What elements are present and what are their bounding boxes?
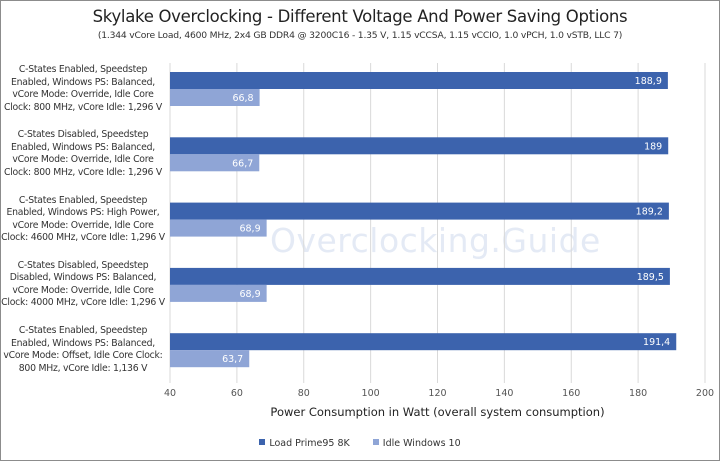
data-label: 191,4 (643, 337, 670, 348)
bar-idle (170, 154, 260, 172)
category-label: C-States Enabled, Speedstep Enabled, Wind… (0, 64, 166, 114)
category-label-line: Enabled, Windows PS: Balanced, (11, 76, 155, 88)
legend-swatch-load (259, 439, 266, 445)
category-label-line: Enabled, Windows PS: High Power, (6, 207, 160, 219)
category-label-line: vCore Mode: Override, Idle Core (12, 154, 154, 166)
x-tick-label: 200 (695, 388, 715, 399)
bar-load (170, 333, 677, 351)
category-label: C-States Disabled, Speedstep Disabled, Wi… (0, 260, 166, 310)
data-label: 68,9 (239, 224, 260, 235)
category-label-line: 800 MHz, vCore Idle: 1,136 V (18, 362, 148, 374)
x-axis-label: Power Consumption in Watt (overall syste… (270, 405, 605, 419)
data-label: 66,8 (232, 93, 253, 104)
category-label-line: vCore Mode: Override, Idle Core (12, 284, 154, 296)
x-tick-label: 160 (562, 388, 581, 399)
category-label-line: Clock: 800 MHz, vCore Idle: 1,296 V (3, 101, 163, 113)
category-label-line: C-States Enabled, Speedstep (18, 325, 148, 337)
chart-subtitle: (1.344 vCore Load, 4600 MHz, 2x4 GB DDR4… (97, 30, 623, 41)
legend-label-load: Load Prime95 8K (269, 438, 350, 449)
category-label-line: Clock: 800 MHz, vCore Idle: 1,296 V (3, 166, 163, 178)
legend-swatch-idle (372, 439, 379, 445)
category-label-line: C-States Enabled, Speedstep (18, 64, 148, 75)
legend: Load Prime95 8K Idle Windows 10 (0, 438, 720, 449)
data-label: 63,7 (222, 354, 243, 365)
x-tick-label: 40 (163, 388, 177, 399)
x-tick-label: 100 (361, 388, 380, 399)
bar-load (170, 137, 669, 155)
data-label: 66,7 (232, 158, 253, 169)
data-label: 189,2 (636, 207, 663, 218)
data-label: 68,9 (239, 289, 260, 300)
bar-idle (170, 219, 267, 237)
category-label-line: vCore Mode: Offset, Idle Core Clock: (3, 350, 163, 362)
category-label-line: Disabled, Windows PS: Balanced, (9, 272, 157, 284)
category-label-line: C-States Disabled, Speedstep (17, 259, 149, 271)
watermark: Overclocking.Guide (270, 221, 601, 260)
category-label: C-States Enabled, Speedstep Enabled, Wind… (0, 325, 166, 375)
bar-load (170, 202, 669, 220)
legend-item-load: Load Prime95 8K (259, 438, 350, 449)
x-tick-label: 120 (428, 388, 447, 399)
category-label-line: Enabled, Windows PS: Balanced, (11, 141, 155, 153)
category-label-line: vCore Mode: Override, Idle Core (12, 89, 154, 100)
bar-load (170, 267, 670, 285)
x-tick-label: 80 (297, 388, 310, 399)
legend-item-idle: Idle Windows 10 (372, 438, 461, 449)
category-label-line: C-States Enabled, Speedstep (18, 194, 148, 206)
data-label: 188,9 (635, 76, 662, 87)
x-tick-label: 60 (230, 388, 243, 399)
x-tick-label: 140 (495, 388, 514, 399)
data-label: 189 (644, 141, 662, 152)
bar-idle (170, 350, 250, 368)
bar-idle (170, 284, 267, 302)
data-label: 189,5 (637, 272, 664, 283)
legend-label-idle: Idle Windows 10 (382, 438, 461, 449)
bar-idle (170, 89, 260, 106)
category-label-line: vCore Mode: Override, Idle Core (12, 219, 154, 231)
category-label-line: Clock: 4600 MHz, vCore Idle: 1,296 V (1, 232, 165, 244)
category-label-line: Clock: 4000 MHz, vCore Idle: 1,296 V (1, 297, 165, 309)
category-label: C-States Enabled, Speedstep Enabled, Wind… (0, 195, 166, 245)
chart-title: Skylake Overclocking - Different Voltage… (92, 7, 628, 26)
category-label-line: C-States Disabled, Speedstep (17, 129, 149, 141)
x-tick-label: 180 (629, 388, 648, 399)
category-label-line: Enabled, Windows PS: Balanced, (11, 337, 155, 349)
category-label: C-States Disabled, Speedstep Enabled, Win… (0, 129, 166, 179)
bar-load (170, 72, 668, 89)
